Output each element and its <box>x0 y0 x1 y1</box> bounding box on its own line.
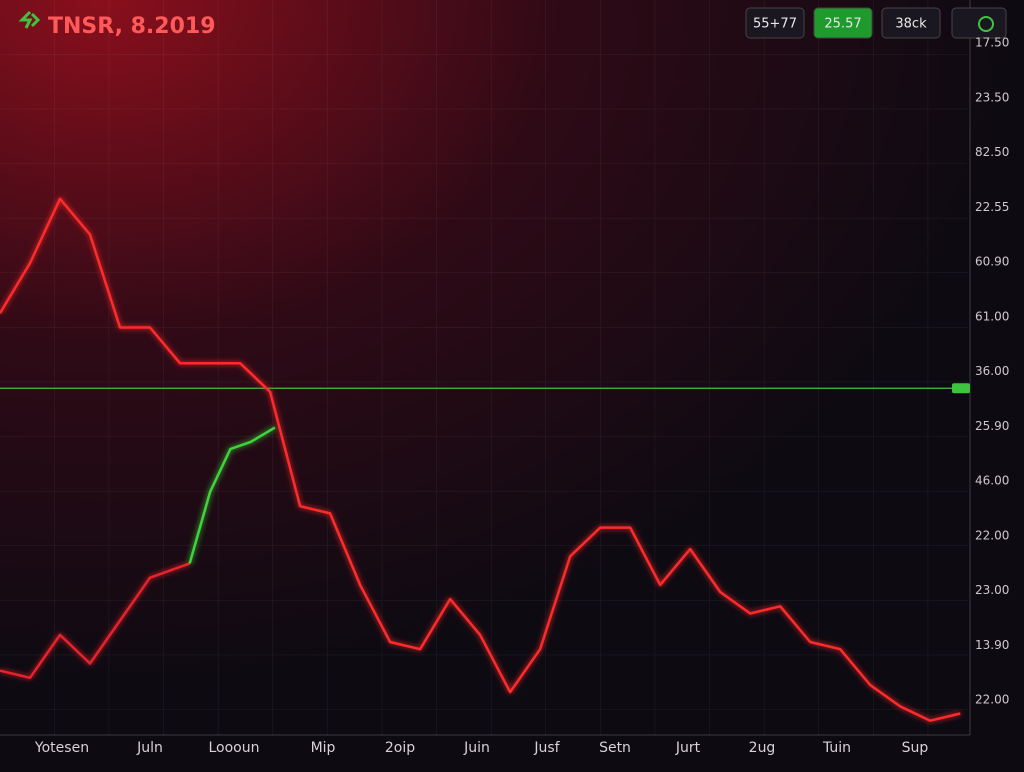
y-axis-label: 22.55 <box>975 200 1009 214</box>
y-axis-label: 23.00 <box>975 583 1009 597</box>
button-bg <box>881 7 941 39</box>
x-axis-label: 2oip <box>385 740 415 756</box>
x-axis-label: Loooun <box>209 740 260 756</box>
y-axis-label: 60.90 <box>975 255 1009 269</box>
y-axis-label: 23.50 <box>975 90 1009 104</box>
x-axis-label: Jurt <box>675 740 701 756</box>
chart-title: TNSR, 8.2019 <box>48 14 216 39</box>
series-line <box>0 197 961 722</box>
grid <box>0 0 968 735</box>
y-axis-label: 46.00 <box>975 474 1009 488</box>
y-axis-label: 36.00 <box>975 364 1009 378</box>
x-axis-label: Sup <box>902 740 929 756</box>
button-label: 55+77 <box>753 17 797 32</box>
series-line <box>0 562 191 680</box>
x-axis-label: Jusf <box>533 740 560 756</box>
x-axis-label: Tuin <box>822 740 851 756</box>
x-axis-label: Juin <box>463 740 490 756</box>
button-bg <box>745 7 805 39</box>
toolbar-button[interactable]: 55+77 <box>745 7 805 39</box>
button-label: 25.57 <box>824 17 861 32</box>
series-line <box>188 426 276 564</box>
x-axis-label: Setn <box>599 740 631 756</box>
toolbar-button[interactable]: 38ck <box>881 7 941 39</box>
y-axis-label: 22.00 <box>975 528 1009 542</box>
power-icon <box>978 16 994 32</box>
y-axis-label: 17.50 <box>975 36 1009 50</box>
x-axis-label: Juln <box>136 740 163 756</box>
x-axis-label: 2ug <box>749 740 776 756</box>
y-axis-label: 22.00 <box>975 693 1009 707</box>
power-button[interactable] <box>951 7 1007 39</box>
y-axis-label: 61.00 <box>975 309 1009 323</box>
button-label: 38ck <box>895 17 927 32</box>
logo <box>18 10 41 29</box>
y-axis-label: 82.50 <box>975 145 1009 159</box>
price-tag <box>952 383 970 394</box>
toolbar-button[interactable]: 25.57 <box>813 7 873 39</box>
x-axis-label: Yotesen <box>34 740 89 756</box>
x-axis-label: Mip <box>311 740 336 756</box>
y-axis-label: 13.90 <box>975 638 1009 652</box>
button-bg <box>813 7 873 39</box>
y-axis-label: 25.90 <box>975 419 1009 433</box>
